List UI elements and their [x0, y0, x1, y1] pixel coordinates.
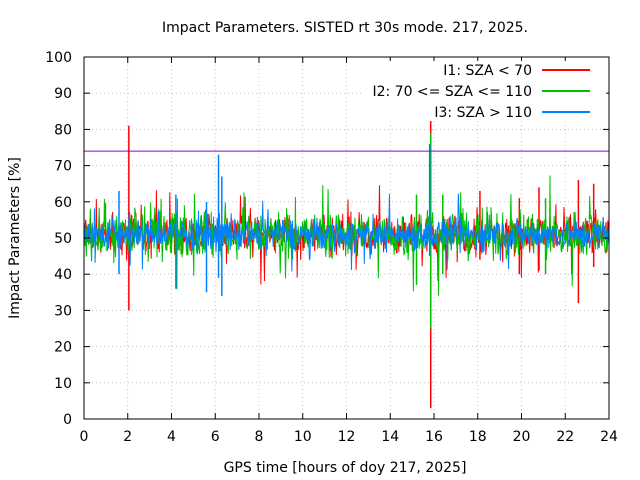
- y-tick-label: 80: [54, 122, 72, 138]
- series-line-3: [83, 193, 610, 272]
- legend-label: I2: 70 <= SZA <= 110: [372, 84, 532, 100]
- y-axis-label: Impact Parameters [%]: [7, 157, 23, 319]
- ticks: 0 2 4 6 8 10 12 14 16 18 20 22 240102030405060708090…: [45, 50, 618, 445]
- y-tick-label: 50: [54, 231, 72, 247]
- legend: I1: SZA < 70 I2: 70 <= SZA <= 110 I3: SZA …: [362, 61, 606, 121]
- chart-title: Impact Parameters. SISTED rt 30s mode. 2…: [162, 20, 528, 36]
- x-tick-label: 0: [80, 429, 89, 445]
- x-tick-label: 16: [425, 429, 443, 445]
- x-tick-label: 4: [167, 429, 176, 445]
- y-tick-label: 40: [54, 267, 72, 283]
- y-tick-label: 60: [54, 195, 72, 211]
- series-layer: [83, 82, 610, 409]
- y-tick-label: 30: [54, 303, 72, 319]
- legend-label: I1: SZA < 70: [443, 63, 532, 79]
- y-tick-label: 20: [54, 340, 72, 356]
- x-tick-label: 24: [600, 429, 618, 445]
- x-tick-label: 18: [469, 429, 487, 445]
- y-tick-label: 0: [63, 412, 72, 428]
- x-tick-label: 14: [381, 429, 399, 445]
- y-tick-label: 100: [45, 50, 72, 66]
- x-tick-label: 6: [211, 429, 220, 445]
- x-tick-label: 12: [338, 429, 356, 445]
- y-tick-label: 10: [54, 376, 72, 392]
- x-tick-label: 2: [123, 429, 132, 445]
- y-tick-label: 70: [54, 159, 72, 175]
- x-tick-label: 10: [294, 429, 312, 445]
- legend-label: I3: SZA > 110: [434, 105, 532, 121]
- x-tick-label: 8: [255, 429, 264, 445]
- x-tick-label: 22: [556, 429, 574, 445]
- y-tick-label: 90: [54, 86, 72, 102]
- x-tick-label: 20: [513, 429, 531, 445]
- x-axis-label: GPS time [hours of doy 217, 2025]: [224, 460, 467, 476]
